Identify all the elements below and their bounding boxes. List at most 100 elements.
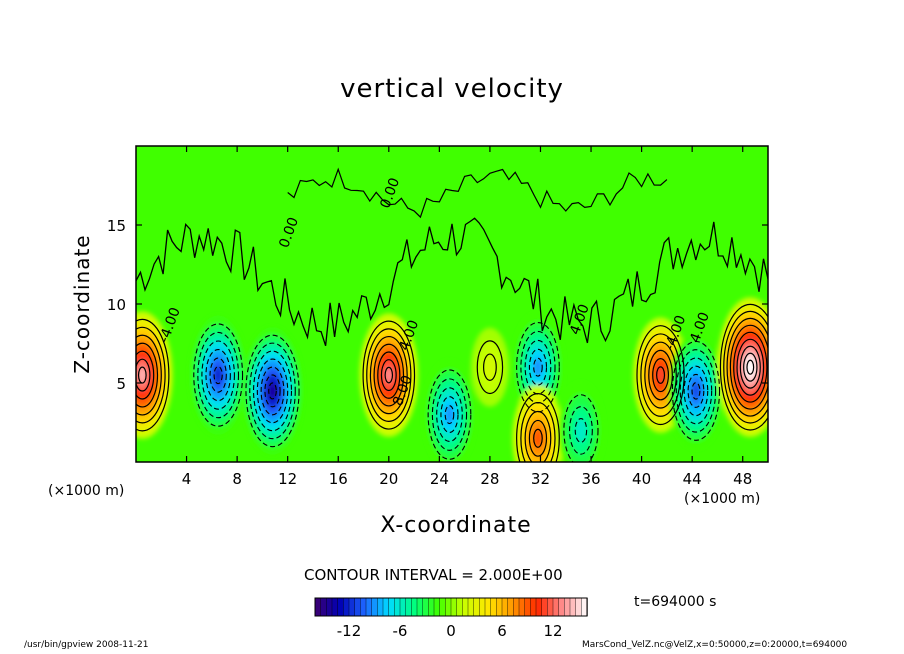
contour-line bbox=[205, 348, 231, 402]
colorbar-segment bbox=[382, 597, 390, 617]
y-tick-label: 15 bbox=[107, 217, 126, 235]
footer-dataset-info: MarsCond_VelZ.nc@VelZ,x=0:50000,z=0:2000… bbox=[582, 640, 848, 650]
zero-contour-line bbox=[136, 217, 768, 346]
x-unit-label-right: (×1000 m) bbox=[684, 491, 761, 507]
contour-line bbox=[197, 331, 240, 419]
field-blob-9-level-6 bbox=[656, 366, 665, 384]
contour-line bbox=[436, 387, 463, 442]
colorbar-segment bbox=[405, 597, 413, 617]
contour-line bbox=[656, 366, 666, 384]
contour-interval-label: CONTOUR INTERVAL = 2.000E+00 bbox=[304, 566, 563, 584]
x-tick-label: 36 bbox=[581, 470, 600, 488]
x-tick-label: 16 bbox=[329, 470, 348, 488]
contour-line bbox=[136, 318, 170, 432]
contour-line bbox=[729, 324, 768, 410]
x-tick-label: 24 bbox=[430, 470, 449, 488]
contour-line bbox=[440, 396, 459, 434]
colorbar-segment bbox=[552, 597, 560, 617]
contour-line bbox=[245, 334, 300, 448]
y-tick-label: 10 bbox=[107, 296, 126, 314]
colorbar-segment bbox=[388, 597, 396, 617]
footer-program-info: /usr/bin/gpview 2008-11-21 bbox=[24, 640, 149, 650]
contour-line bbox=[679, 357, 713, 425]
colorbar-segment bbox=[331, 597, 339, 617]
colorbar-segment bbox=[343, 597, 350, 617]
field-blob-2-level-7 bbox=[268, 382, 277, 399]
colorbar-segment bbox=[490, 597, 498, 617]
colorbar-segment bbox=[394, 597, 401, 617]
field-blob-5-level-2 bbox=[483, 354, 497, 381]
field-blob-10-level-6 bbox=[692, 382, 700, 400]
colorbar-segment bbox=[535, 597, 543, 617]
contour-line bbox=[636, 325, 685, 426]
colorbar-segment bbox=[354, 597, 362, 617]
contour-line bbox=[213, 366, 223, 385]
colorbar-segment bbox=[337, 597, 345, 617]
colorbar-segment bbox=[575, 597, 583, 617]
contour-line bbox=[362, 320, 416, 430]
contour-line bbox=[136, 342, 159, 408]
contour-line bbox=[746, 359, 755, 375]
colorbar-tick-label: 6 bbox=[497, 622, 507, 640]
colorbar-segment bbox=[507, 597, 515, 617]
colorbar-segment bbox=[501, 597, 509, 617]
x-tick-label: 8 bbox=[232, 470, 242, 488]
colorbar-tick-label: 0 bbox=[446, 622, 456, 640]
field-blob-7-level-5 bbox=[533, 429, 543, 448]
colorbar-segment bbox=[422, 597, 430, 617]
colorbar-segment bbox=[513, 597, 520, 617]
colorbar-segment bbox=[445, 597, 452, 617]
colorbar-segment bbox=[479, 597, 486, 617]
contour-line bbox=[373, 343, 405, 407]
contour-line bbox=[268, 382, 277, 400]
field-blob-0-level-7 bbox=[138, 367, 147, 384]
colorbar-segment bbox=[450, 597, 458, 617]
contour-line bbox=[444, 405, 455, 425]
colorbar-segment bbox=[496, 597, 503, 617]
contour-line bbox=[533, 428, 543, 448]
x-tick-label: 48 bbox=[733, 470, 752, 488]
colorbar-segment bbox=[484, 597, 492, 617]
contour-line bbox=[640, 333, 681, 417]
contour-line bbox=[516, 321, 560, 413]
contour-line bbox=[528, 348, 548, 386]
contour-line bbox=[644, 341, 677, 409]
colorbar-segment bbox=[524, 597, 532, 617]
colorbar-segment bbox=[326, 597, 333, 617]
colorbar-segment bbox=[456, 597, 464, 617]
contour-line bbox=[719, 303, 768, 431]
contour-line bbox=[723, 310, 768, 424]
colorbar-segment bbox=[360, 597, 367, 617]
colorbar-segment bbox=[439, 597, 447, 617]
contour-line bbox=[516, 393, 560, 462]
x-unit-label-left: (×1000 m) bbox=[48, 483, 125, 499]
colorbar-tick-label: -12 bbox=[337, 622, 362, 640]
contour-line bbox=[136, 358, 151, 392]
contour-line bbox=[193, 323, 244, 427]
contour-line bbox=[384, 366, 394, 384]
colorbar-segment bbox=[467, 597, 475, 617]
contour-line bbox=[691, 382, 701, 400]
colorbar-segment bbox=[462, 597, 469, 617]
colorbar-segment bbox=[371, 597, 379, 617]
colorbar-segment bbox=[530, 597, 537, 617]
x-tick-label: 12 bbox=[278, 470, 297, 488]
colorbar-segment bbox=[348, 597, 356, 617]
contour-line bbox=[260, 366, 285, 416]
contour-line bbox=[528, 419, 548, 457]
x-tick-label: 44 bbox=[683, 470, 702, 488]
y-axis-label: Z-coordinate bbox=[70, 234, 94, 374]
contour-line bbox=[574, 417, 588, 443]
colorbar-segment bbox=[473, 597, 481, 617]
contour-line bbox=[675, 349, 717, 433]
contour-line bbox=[743, 352, 758, 382]
colorbar-frame bbox=[314, 597, 588, 617]
contour-line bbox=[520, 401, 556, 462]
colorbar-segment bbox=[399, 597, 407, 617]
upper-contour-line bbox=[287, 167, 668, 219]
x-tick-label: 32 bbox=[531, 470, 550, 488]
colorbar-tick-label: 12 bbox=[543, 622, 562, 640]
contour-line bbox=[377, 351, 401, 399]
contour-line bbox=[671, 340, 721, 441]
contour-line bbox=[380, 359, 397, 392]
